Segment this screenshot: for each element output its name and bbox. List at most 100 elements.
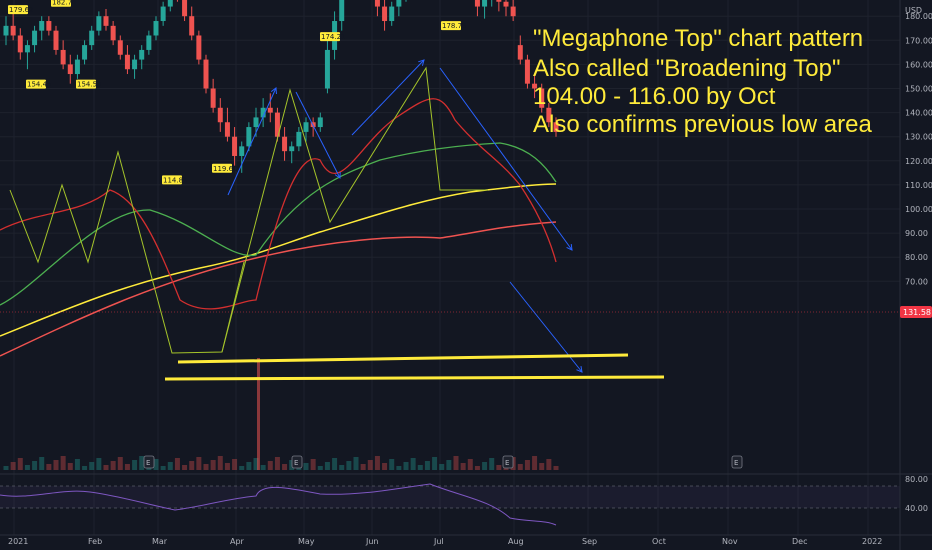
candle-body[interactable] (39, 21, 45, 31)
candle-body[interactable] (253, 117, 259, 128)
earnings-marker[interactable] (731, 455, 743, 469)
volume-bar (496, 465, 502, 470)
annotation-line-2: Also called "Broadening Top" (533, 55, 840, 82)
candle-body[interactable] (482, 0, 488, 7)
volume-bar (96, 458, 102, 470)
candle-body[interactable] (546, 107, 552, 123)
earnings-marker[interactable] (502, 455, 514, 469)
megaphone-outline (221, 261, 245, 353)
candle-body[interactable] (160, 6, 166, 22)
volume-bar (82, 466, 88, 470)
last-price-value: 131.58 (903, 308, 931, 317)
candle-body[interactable] (382, 6, 388, 22)
volume-bar (253, 458, 259, 470)
volume-bar (203, 464, 209, 470)
candle-body[interactable] (103, 16, 109, 26)
earnings-marker-label: E (294, 459, 298, 467)
candle-body[interactable] (139, 49, 145, 60)
pivot-label-bg (76, 79, 96, 89)
candle-body[interactable] (153, 21, 159, 36)
candle-body[interactable] (67, 64, 73, 75)
candle-body[interactable] (474, 0, 480, 7)
candle-body[interactable] (289, 146, 295, 152)
pivot-label: 182.74 (52, 0, 77, 7)
candle-body[interactable] (317, 117, 323, 128)
volume-bar (324, 462, 330, 470)
candle-body[interactable] (196, 35, 202, 60)
candle-body[interactable] (503, 1, 509, 7)
volume-bar (46, 464, 52, 470)
candle-body[interactable] (296, 131, 302, 147)
volume-bar (153, 459, 159, 470)
volume-bar (339, 465, 345, 470)
volume-bar (117, 457, 123, 470)
candle-body[interactable] (239, 146, 245, 156)
candle-body[interactable] (524, 59, 530, 84)
candle-body[interactable] (282, 136, 288, 152)
candle-body[interactable] (532, 83, 538, 89)
candle-body[interactable] (539, 88, 545, 108)
candle-body[interactable] (374, 0, 380, 7)
candle-body[interactable] (32, 30, 38, 46)
x-tick-label: Dec (792, 537, 807, 546)
candle-body[interactable] (246, 127, 252, 147)
candle-body[interactable] (496, 0, 502, 2)
candle-body[interactable] (510, 6, 516, 17)
candle-body[interactable] (74, 59, 80, 75)
last-price-tag: 131.58 (900, 306, 932, 318)
candle-body[interactable] (167, 0, 173, 7)
volume-bar (517, 464, 523, 470)
candle-body[interactable] (267, 107, 273, 113)
candle-body[interactable] (132, 59, 138, 70)
candle-body[interactable] (217, 107, 223, 123)
pivot-label-bg (212, 163, 232, 173)
candle-body[interactable] (324, 49, 330, 89)
earnings-marker[interactable] (143, 455, 155, 469)
candle-body[interactable] (96, 16, 102, 31)
candle-body[interactable] (17, 35, 23, 53)
pivot-label: 179.62 (9, 6, 34, 14)
earnings-marker[interactable] (291, 455, 303, 469)
trend-arrow (439, 67, 573, 251)
candle-body[interactable] (517, 45, 523, 60)
y-tick-label: 140.00 (905, 109, 932, 118)
volume-bar (189, 461, 195, 470)
support-line-116 (177, 353, 629, 364)
volume-bars (3, 358, 559, 470)
candle-body[interactable] (124, 54, 130, 70)
candle-body[interactable] (10, 25, 16, 36)
volume-bar (124, 464, 130, 470)
volume-bar (524, 460, 530, 470)
candle-body[interactable] (146, 35, 152, 50)
volume-bar (396, 466, 402, 470)
candle-body[interactable] (189, 16, 195, 36)
candle-body[interactable] (396, 0, 402, 7)
candle-body[interactable] (89, 30, 95, 46)
candle-body[interactable] (24, 45, 30, 53)
candle-body[interactable] (389, 6, 395, 22)
candle-body[interactable] (260, 107, 266, 118)
candle-body[interactable] (339, 0, 345, 22)
candle-body[interactable] (274, 112, 280, 137)
candle-body[interactable] (46, 21, 52, 31)
candle-body[interactable] (3, 25, 9, 36)
candle-body[interactable] (553, 122, 559, 132)
candlesticks[interactable] (3, 0, 559, 173)
candle-body[interactable] (82, 45, 88, 60)
candle-body[interactable] (210, 88, 216, 108)
pivot-labels: 179.62182.74194.75220.48232.78154.45154.… (8, 0, 467, 185)
volume-bar (467, 459, 473, 470)
pivot-label: 114.81 (163, 176, 188, 184)
candle-body[interactable] (303, 122, 309, 132)
candle-body[interactable] (224, 122, 230, 137)
candle-body[interactable] (60, 49, 66, 65)
candle-body[interactable] (203, 59, 209, 89)
candle-body[interactable] (53, 30, 59, 50)
rsi-tick-label: 80.00 (905, 475, 928, 484)
candle-body[interactable] (232, 136, 238, 156)
candle-body[interactable] (182, 0, 188, 17)
candle-body[interactable] (110, 25, 116, 41)
candle-body[interactable] (117, 40, 123, 55)
